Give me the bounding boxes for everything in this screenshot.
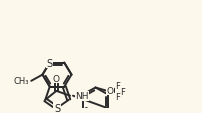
Text: NH: NH [75,91,88,100]
Text: S: S [54,103,60,113]
Text: F: F [120,87,125,96]
Text: F: F [115,81,120,90]
Text: O: O [53,74,60,83]
Text: O: O [107,86,114,95]
Text: F: F [115,92,120,101]
Text: CH₃: CH₃ [14,77,29,86]
Text: S: S [47,58,53,68]
